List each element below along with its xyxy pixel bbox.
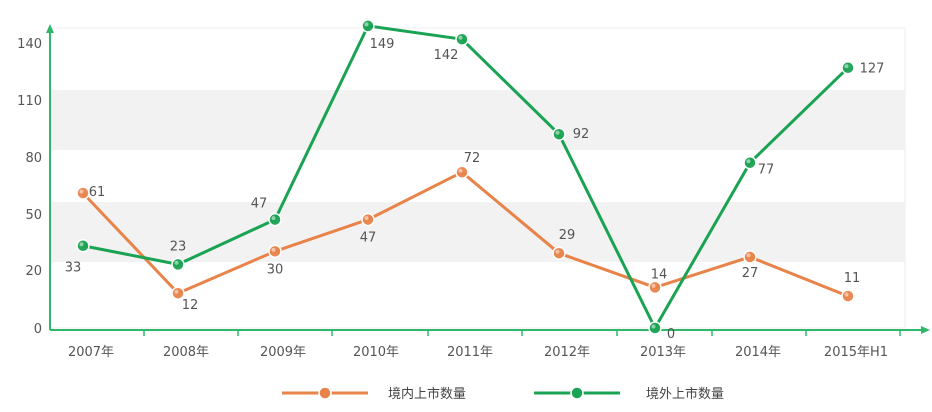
x-tick-label: 2009年 — [260, 345, 306, 360]
data-labels: 61 12 30 47 72 29 14 27 11 33 23 47 149 142 92 0 77 127 — [65, 37, 885, 342]
x-tick-label: 2012年 — [544, 345, 590, 360]
x-tick-label: 2013年 — [640, 345, 686, 360]
data-point-highlight — [364, 216, 369, 221]
data-point-highlight — [174, 260, 179, 265]
x-tick-label: 2010年 — [353, 345, 399, 360]
data-label: 149 — [370, 37, 395, 52]
data-label: 72 — [464, 151, 481, 166]
axes — [46, 24, 930, 336]
data-point[interactable] — [171, 257, 185, 272]
y-tick-labels: 0 20 50 80 110 140 — [17, 37, 42, 337]
data-label: 29 — [559, 228, 576, 243]
data-label: 142 — [434, 48, 459, 63]
data-point-highlight — [174, 289, 179, 294]
data-label: 11 — [844, 271, 861, 286]
data-point-highlight — [746, 253, 751, 258]
data-point[interactable] — [743, 155, 757, 170]
x-tick-label: 2015年H1 — [824, 345, 888, 360]
data-point-highlight — [79, 189, 84, 194]
data-point-highlight — [458, 168, 463, 173]
x-tick-label: 2008年 — [163, 345, 209, 360]
legend-label-domestic: 境内上市数量 — [388, 386, 466, 402]
data-point[interactable] — [841, 60, 855, 75]
data-point-highlight — [271, 216, 276, 221]
band — [50, 90, 905, 150]
data-point-highlight — [746, 159, 751, 164]
data-point[interactable] — [76, 238, 90, 253]
y-tick-label: 20 — [25, 264, 42, 279]
data-label: 0 — [667, 327, 675, 342]
data-point-highlight — [364, 22, 369, 27]
y-tick-label: 80 — [25, 151, 42, 166]
data-label: 33 — [65, 261, 82, 276]
data-point-highlight — [271, 247, 276, 252]
legend-marker-domestic — [318, 386, 332, 400]
legend-item-overseas[interactable]: 境外上市数量 — [534, 386, 724, 402]
data-label: 14 — [651, 267, 668, 282]
data-point-highlight — [844, 292, 849, 297]
data-point-highlight — [555, 130, 560, 135]
data-label: 61 — [89, 185, 106, 200]
legend: 境内上市数量 境外上市数量 — [282, 386, 724, 402]
data-label: 23 — [170, 239, 187, 254]
data-label: 12 — [182, 298, 199, 313]
data-label: 127 — [860, 62, 885, 77]
data-point-highlight — [79, 242, 84, 247]
data-point-highlight — [651, 324, 656, 329]
legend-label-overseas: 境外上市数量 — [646, 386, 724, 402]
data-label: 47 — [360, 231, 377, 246]
data-point[interactable] — [743, 250, 757, 264]
data-point[interactable] — [268, 244, 282, 259]
data-point-highlight — [651, 283, 656, 288]
data-point[interactable] — [841, 289, 855, 303]
y-tick-label: 50 — [25, 208, 42, 223]
data-label: 30 — [267, 262, 284, 277]
y-tick-label: 110 — [17, 94, 42, 109]
x-tick-label: 2014年 — [735, 345, 781, 360]
data-point-highlight — [555, 249, 560, 254]
data-point[interactable] — [552, 246, 566, 260]
plot-border — [49, 27, 906, 329]
data-point[interactable] — [76, 186, 90, 200]
data-point[interactable] — [171, 286, 185, 300]
data-point[interactable] — [648, 321, 662, 335]
data-label: 27 — [742, 266, 759, 281]
data-point[interactable] — [361, 212, 375, 227]
data-point[interactable] — [552, 127, 566, 141]
y-tick-label: 140 — [17, 37, 42, 52]
legend-marker-overseas — [570, 386, 584, 400]
data-label: 47 — [251, 197, 268, 212]
data-point[interactable] — [268, 212, 282, 227]
y-axis-arrow — [46, 24, 54, 33]
data-point-highlight — [458, 35, 463, 40]
data-point[interactable] — [455, 165, 469, 179]
x-tick-label: 2007年 — [68, 345, 114, 360]
x-tick-label: 2011年 — [447, 345, 493, 360]
data-label: 77 — [758, 163, 775, 178]
data-point[interactable] — [648, 280, 662, 295]
data-point-highlight — [844, 64, 849, 69]
x-tick-labels: 2007年 2008年 2009年 2010年 2011年 2012年 2013年 2014年… — [68, 345, 888, 360]
band — [50, 202, 905, 262]
legend-item-domestic[interactable]: 境内上市数量 — [282, 386, 466, 402]
background-bands — [49, 27, 906, 329]
data-point[interactable] — [455, 32, 469, 46]
y-tick-label: 0 — [34, 322, 42, 337]
series-points — [76, 19, 855, 335]
data-point[interactable] — [361, 19, 375, 33]
x-axis-arrow — [921, 326, 930, 334]
data-label: 92 — [573, 127, 590, 142]
